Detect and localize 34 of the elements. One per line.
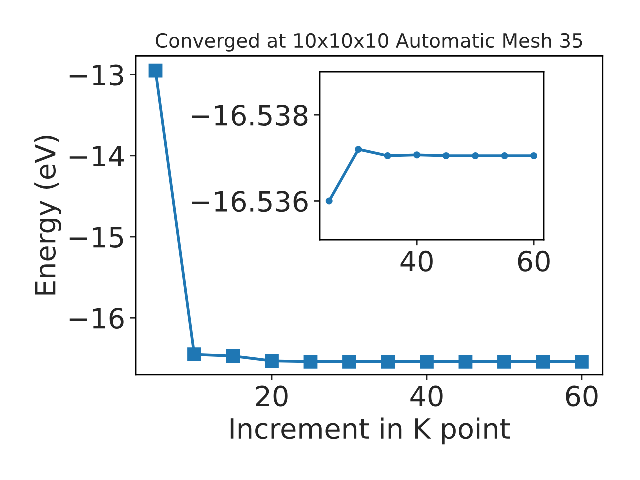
point (384, 152, 392, 160)
point (442, 152, 450, 160)
point (458, 354, 473, 369)
x-axis-title: Increment in K point (230, 418, 510, 445)
point (420, 354, 434, 369)
y-axis-title: Energy (eV) (34, 136, 62, 295)
y-tick-label: −15 (70, 227, 124, 248)
y-tick-label: −13 (70, 64, 124, 86)
point (575, 354, 589, 369)
y-tick-label: −16 (70, 308, 124, 330)
x-tick-label: 40 (400, 250, 433, 272)
point (188, 348, 202, 362)
point (501, 152, 508, 160)
point (342, 354, 356, 369)
chart-title: Converged at 10x10x10 Automatic Mesh 35 (156, 33, 582, 52)
point (304, 354, 318, 369)
point (148, 64, 163, 78)
point (381, 354, 396, 369)
point (326, 198, 333, 205)
point (530, 152, 538, 160)
y-tick-label: −16.536 (192, 191, 308, 212)
x-tick-label: 20 (256, 386, 288, 407)
x-tick-label: 60 (566, 386, 598, 407)
x-tick-label: 60 (518, 250, 550, 272)
point (414, 152, 421, 159)
point (498, 354, 512, 369)
point (355, 146, 362, 154)
point (472, 152, 480, 160)
point (265, 354, 279, 368)
point (536, 354, 550, 369)
y-tick-label: −14 (70, 146, 124, 166)
x-tick-label: 40 (410, 386, 443, 407)
point (226, 349, 240, 364)
y-tick-label: −16.538 (192, 105, 308, 126)
